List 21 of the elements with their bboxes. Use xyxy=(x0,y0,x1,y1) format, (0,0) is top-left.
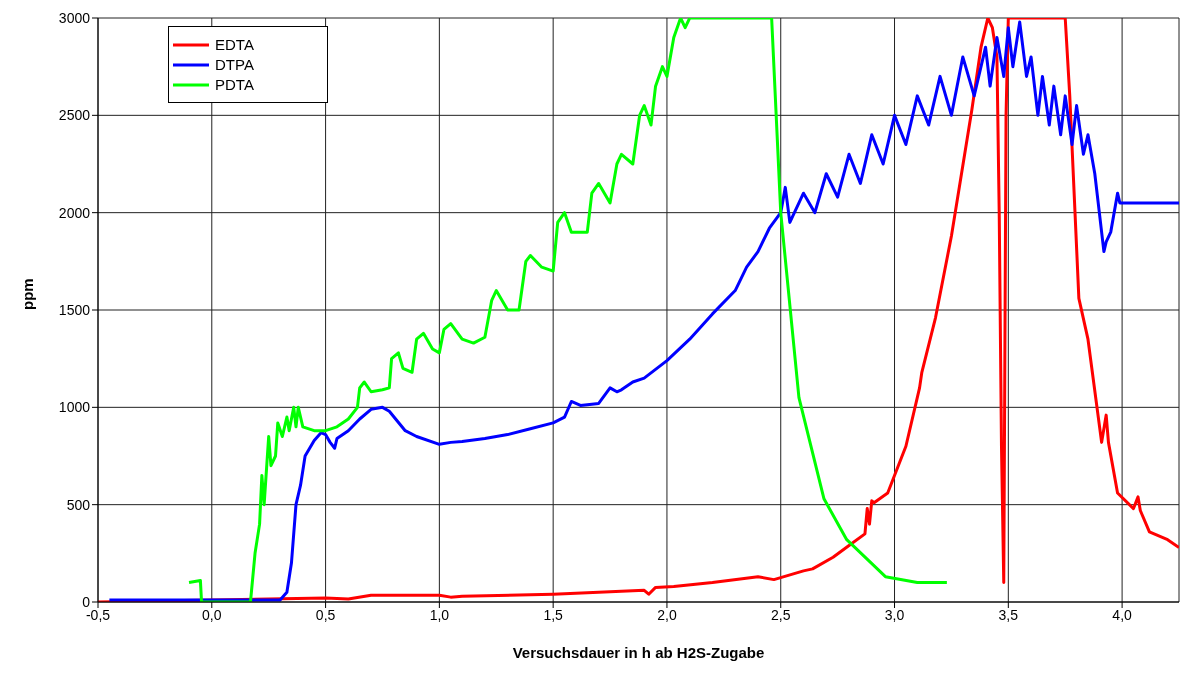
y-tick-label: 1000 xyxy=(58,399,91,416)
y-axis-title: ppm xyxy=(19,278,37,310)
legend-label: PDTA xyxy=(215,76,254,93)
x-tick-label: 1,0 xyxy=(429,606,450,623)
y-tick-label: 3000 xyxy=(58,9,91,26)
y-tick-label: 1500 xyxy=(58,301,91,318)
legend-label: EDTA xyxy=(215,36,254,53)
x-tick-label: 3,0 xyxy=(884,606,905,623)
x-tick-label: 2,5 xyxy=(771,606,791,623)
y-tick-label: 500 xyxy=(66,496,91,513)
x-tick-label: 4,0 xyxy=(1112,606,1133,623)
x-tick-label: 1,5 xyxy=(543,606,564,623)
legend-label: DTPA xyxy=(215,56,254,73)
x-tick-label: 2,0 xyxy=(657,606,677,623)
x-axis-title: Versuchsdauer in h ab H2S-Zugabe xyxy=(512,644,765,661)
y-tick-label: 2500 xyxy=(58,107,91,124)
line-series xyxy=(187,18,949,602)
y-tick-label: 2000 xyxy=(58,204,91,221)
x-tick-label: 0,5 xyxy=(315,606,336,623)
x-tick-label: 3,5 xyxy=(998,606,1019,623)
x-tick-label: 0,0 xyxy=(202,606,222,623)
